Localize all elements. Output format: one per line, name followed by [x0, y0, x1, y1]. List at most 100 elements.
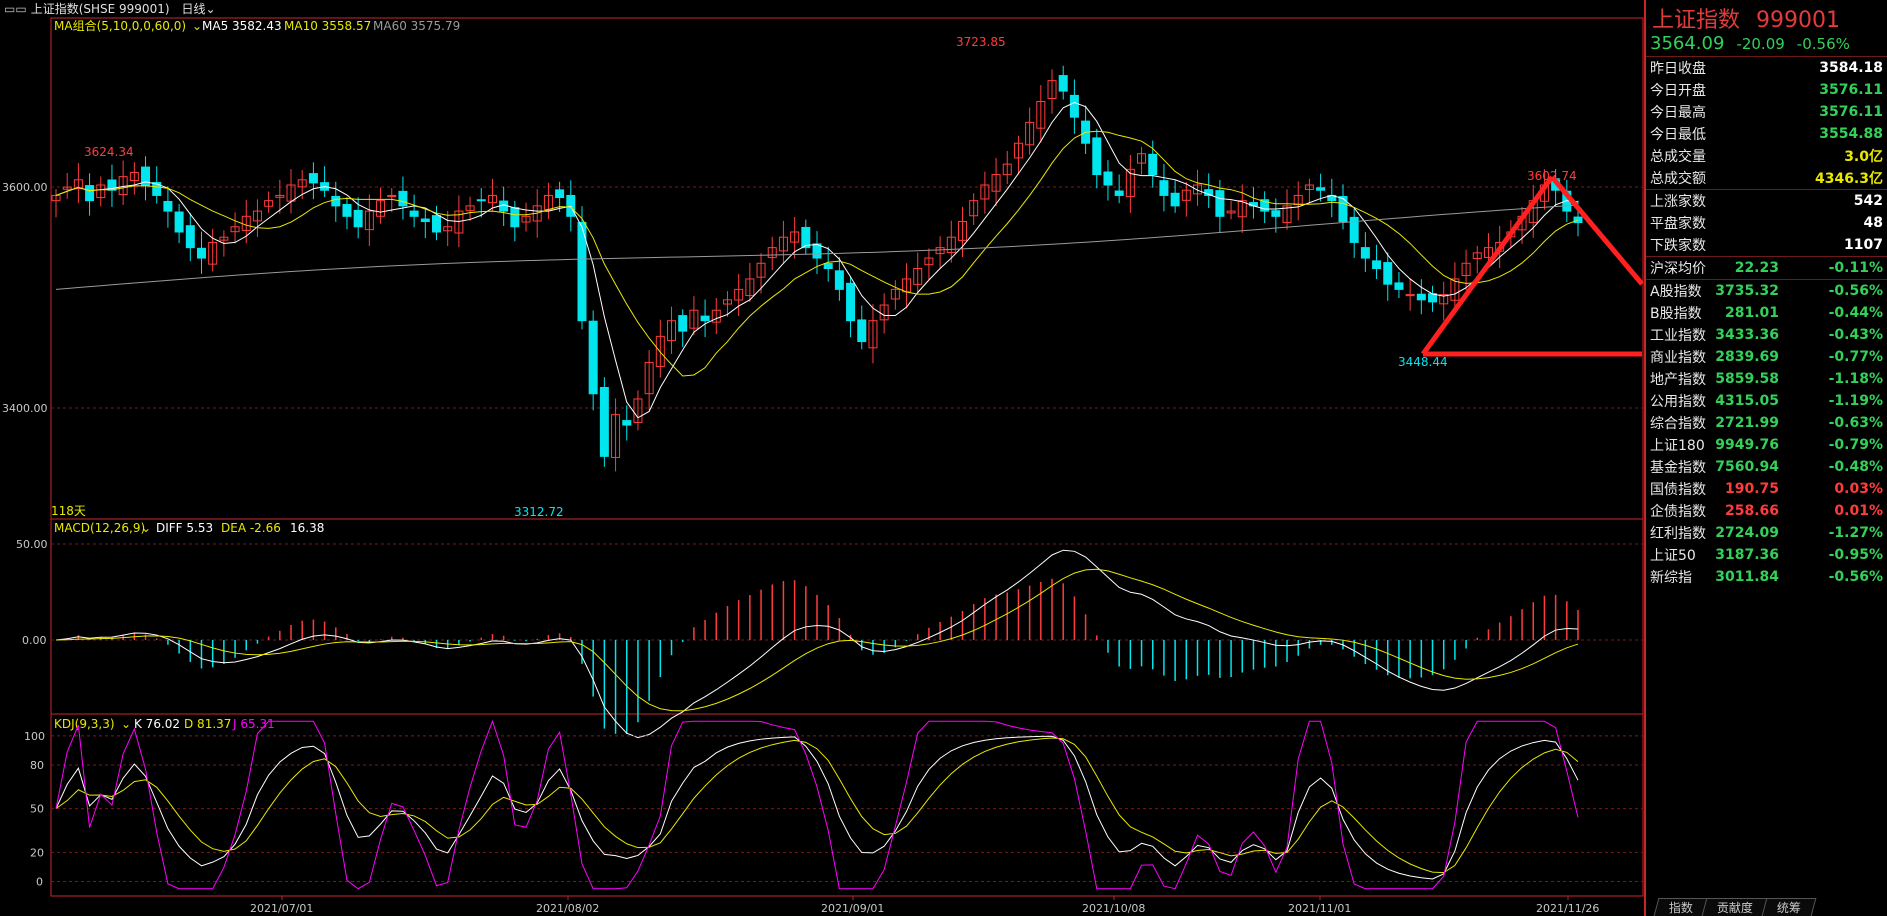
candle-down: [1360, 247, 1370, 259]
candle-up: [275, 194, 285, 198]
row-value: 7560.94: [1715, 459, 1779, 475]
moving-averages: [55, 102, 1579, 419]
row-label: 红利指数: [1650, 526, 1706, 542]
ma60-line: [55, 204, 1579, 290]
candle-up: [689, 309, 699, 329]
candle-up: [1483, 247, 1493, 258]
kdj-series: [55, 719, 1579, 890]
kdj-ytick: 100: [24, 730, 45, 743]
candle-down: [420, 218, 430, 223]
kdj-legend-name: KDJ(9,3,3): [54, 717, 115, 731]
candle-up: [778, 236, 788, 252]
row-pct: -0.44%: [1828, 305, 1883, 321]
chart-area[interactable]: 3600.00 3400.00 MA组合(5,10,0,0,60,0) ⌄ MA…: [0, 0, 1644, 916]
index-row[interactable]: 上证180 9949.76 -0.79%: [1646, 434, 1887, 456]
candlestick-series: [51, 65, 1583, 472]
ma10-value: MA10 3558.57: [284, 19, 371, 33]
candle-up: [521, 215, 531, 223]
row-label: 总成交额: [1650, 171, 1706, 187]
row-value: 3.0亿: [1844, 149, 1883, 165]
macd-value: 16.38: [290, 521, 324, 535]
candle-down: [1170, 192, 1180, 207]
index-row[interactable]: 红利指数 2724.09 -1.27%: [1646, 522, 1887, 544]
candle-down: [857, 319, 867, 343]
tab-index[interactable]: 指数: [1653, 898, 1709, 916]
x-tick-label: 2021/10/08: [1082, 902, 1145, 915]
dea-line: [55, 568, 1579, 712]
index-row[interactable]: 地产指数 5859.58 -1.18%: [1646, 368, 1887, 390]
candle-down: [834, 270, 844, 290]
candle-up: [1405, 294, 1415, 297]
timeframe-select[interactable]: 日线⌄: [181, 2, 216, 16]
stat-row[interactable]: 今日最高 3576.11: [1646, 101, 1887, 123]
macd-ytick-0: 0.00: [22, 634, 47, 647]
candle-up: [644, 361, 654, 395]
stat-row[interactable]: 总成交额 4346.3亿: [1646, 167, 1887, 189]
index-row[interactable]: 国债指数 190.75 0.03%: [1646, 478, 1887, 500]
stat-row[interactable]: 今日开盘 3576.11: [1646, 79, 1887, 101]
candle-up: [1125, 168, 1135, 197]
index-row[interactable]: 商业指数 2839.69 -0.77%: [1646, 346, 1887, 368]
candle-up: [252, 210, 262, 222]
candle-up: [924, 257, 934, 266]
index-row[interactable]: 上证50 3187.36 -0.95%: [1646, 544, 1887, 566]
chevron-down-icon[interactable]: ⌄: [141, 521, 151, 535]
candle-up: [1025, 121, 1035, 146]
row-pct: -1.19%: [1828, 393, 1883, 409]
stat-row[interactable]: 今日最低 3554.88: [1646, 123, 1887, 145]
chart-title: 上证指数(SHSE 999001): [30, 2, 170, 16]
index-row[interactable]: 综合指数 2721.99 -0.63%: [1646, 412, 1887, 434]
candle-down: [1215, 190, 1225, 217]
candle-down: [409, 210, 419, 217]
row-label: 地产指数: [1650, 372, 1706, 388]
row-label: 综合指数: [1650, 416, 1706, 432]
index-row[interactable]: 企债指数 258.66 0.01%: [1646, 500, 1887, 522]
index-row[interactable]: B股指数 281.01 -0.44%: [1646, 302, 1887, 324]
candle-up: [1450, 278, 1460, 301]
candle-up: [376, 200, 386, 217]
index-row[interactable]: 新综指 3011.84 -0.56%: [1646, 566, 1887, 588]
stat-row[interactable]: 昨日收盘 3584.18: [1646, 57, 1887, 79]
bottom-tabs: 指数 贡献度 统筹: [1653, 898, 1817, 916]
macd-dea: DEA -2.66: [221, 521, 281, 535]
candle-down: [308, 173, 318, 184]
index-row[interactable]: 公用指数 4315.05 -1.19%: [1646, 390, 1887, 412]
candle-up: [96, 184, 106, 199]
index-row[interactable]: A股指数 3735.32 -0.56%: [1646, 280, 1887, 302]
stat-row[interactable]: 总成交量 3.0亿: [1646, 145, 1887, 167]
ma5-value: MA5 3582.43: [202, 19, 282, 33]
x-tick-label: 2021/11/01: [1288, 902, 1351, 915]
breadth-row[interactable]: 上涨家数 542: [1646, 190, 1887, 212]
row-pct: -0.56%: [1828, 569, 1883, 585]
candle-up: [1036, 101, 1046, 129]
candle-down: [588, 320, 598, 395]
index-row[interactable]: 基金指数 7560.94 -0.48%: [1646, 456, 1887, 478]
candle-up: [465, 205, 475, 212]
candle-up: [1137, 153, 1147, 164]
breadth-row[interactable]: 平盘家数 48: [1646, 212, 1887, 234]
ma60-value: MA60 3575.79: [373, 19, 460, 33]
row-label: 今日最高: [1650, 105, 1706, 121]
tab-summary[interactable]: 统筹: [1761, 898, 1817, 916]
kdj-k: K 76.02: [134, 717, 180, 731]
index-row[interactable]: 工业指数 3433.36 -0.43%: [1646, 324, 1887, 346]
row-value: 2721.99: [1715, 415, 1779, 431]
candle-down: [1383, 262, 1393, 285]
chevron-down-icon[interactable]: ⌄: [192, 19, 202, 33]
row-value: 3187.36: [1715, 547, 1779, 563]
window-icon[interactable]: ▭▭: [4, 1, 27, 16]
candle-up: [454, 210, 464, 234]
candle-up: [890, 288, 900, 300]
ma10-line: [55, 130, 1579, 377]
annotation-peak: 3723.85: [956, 35, 1006, 49]
d-line: [55, 737, 1579, 874]
avg-row[interactable]: 沪深均价 22.23 -0.11%: [1646, 257, 1887, 279]
candle-down: [555, 189, 565, 199]
candle-up: [129, 171, 139, 182]
candle-down: [185, 225, 195, 249]
chevron-down-icon[interactable]: ⌄: [121, 717, 131, 731]
breadth-row[interactable]: 下跌家数 1107: [1646, 234, 1887, 256]
tab-contribution[interactable]: 贡献度: [1701, 898, 1769, 916]
candle-down: [812, 243, 822, 259]
candle-up: [969, 200, 979, 217]
